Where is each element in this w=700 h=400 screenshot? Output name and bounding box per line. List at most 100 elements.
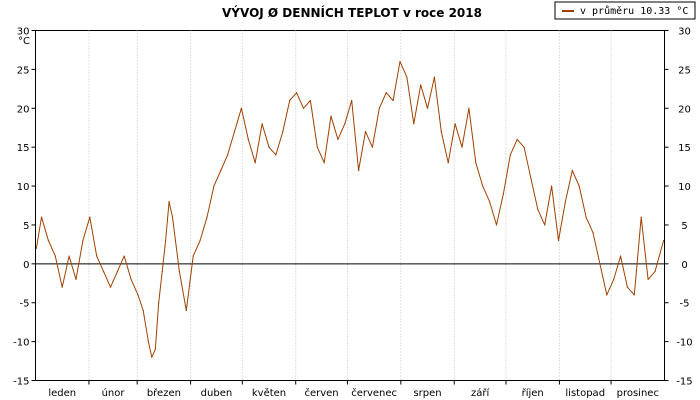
data-point	[165, 239, 167, 242]
data-point	[261, 123, 263, 125]
data-point	[96, 255, 98, 257]
data-point	[247, 138, 249, 140]
data-point	[509, 154, 511, 156]
data-point	[275, 154, 277, 156]
data-point	[178, 271, 180, 273]
series-line-0	[35, 61, 665, 358]
y-tick-label-right-8: -10	[676, 338, 692, 349]
data-point	[613, 278, 615, 280]
data-point	[35, 247, 37, 249]
x-tick-label-2: březen	[147, 387, 181, 399]
data-point	[571, 169, 573, 172]
y-tick-label-right-9: -15	[676, 377, 692, 388]
y-tick-label-left-7: -5	[20, 299, 30, 310]
data-point	[168, 201, 170, 203]
data-point	[406, 76, 408, 78]
data-point	[109, 286, 112, 288]
y-tick-label-left-0: 30	[17, 27, 30, 38]
data-point	[523, 146, 525, 148]
data-point	[619, 255, 622, 257]
data-point	[482, 185, 484, 187]
data-point	[537, 208, 539, 210]
data-point	[227, 154, 229, 156]
x-tick-label-8: září	[471, 387, 490, 399]
data-point	[233, 131, 236, 133]
plot-area	[35, 30, 665, 381]
data-point	[123, 255, 125, 257]
data-point	[116, 271, 118, 273]
data-point	[309, 99, 311, 102]
data-point	[130, 278, 132, 280]
y-axis-right: 30 25 20 15 10 5 0 -5 -10 -15	[664, 27, 693, 388]
data-point	[640, 216, 642, 218]
data-point	[54, 255, 56, 257]
y-tick-label-right-4: 10	[678, 182, 691, 193]
y-tick-label-left-5: 5	[23, 221, 29, 232]
y-tick-label-right-1: 25	[678, 65, 691, 76]
data-point	[295, 92, 298, 94]
data-point	[268, 146, 270, 148]
data-point	[399, 61, 401, 63]
data-point	[392, 99, 394, 102]
grid-layer	[88, 30, 612, 385]
data-point	[330, 115, 332, 117]
data-point	[475, 162, 477, 164]
data-point	[75, 278, 77, 280]
data-point	[626, 286, 629, 288]
x-tick-label-0: leden	[48, 388, 76, 399]
data-point	[302, 107, 305, 109]
y-tick-label-right-2: 20	[678, 104, 691, 115]
data-point	[213, 185, 215, 187]
data-point	[289, 99, 291, 102]
data-point	[516, 138, 518, 140]
data-point	[564, 201, 567, 203]
data-point	[142, 309, 144, 312]
data-point	[192, 255, 194, 257]
y-tick-label-left-6: 0	[23, 260, 29, 271]
y-tick-label-left-3: 15	[17, 143, 30, 154]
data-point	[385, 92, 387, 94]
data-point	[592, 232, 594, 234]
data-point	[495, 224, 498, 226]
data-point	[488, 201, 491, 203]
legend-box	[554, 1, 696, 20]
data-point	[599, 263, 601, 265]
data-point	[454, 123, 456, 125]
y-tick-label-right-7: -5	[680, 299, 690, 310]
legend-label: v průměru 10.33 °C	[580, 5, 688, 17]
data-point	[530, 177, 532, 179]
data-point	[68, 255, 70, 257]
data-point	[220, 169, 222, 172]
data-point	[47, 239, 50, 242]
data-point	[154, 348, 156, 350]
data-point	[440, 131, 442, 133]
y-tick-label-right-0: 30	[678, 27, 691, 38]
data-point	[447, 162, 449, 164]
data-point	[185, 309, 187, 312]
y-tick-label-left-9: -15	[13, 377, 29, 388]
legend: v průměru 10.33 °C	[554, 1, 696, 20]
x-tick-label-6: červenec	[351, 387, 397, 399]
x-tick-label-11: prosinec	[617, 388, 659, 399]
data-point	[364, 131, 367, 133]
y-unit-left: °C	[18, 36, 30, 47]
data-point	[654, 271, 656, 273]
data-point	[468, 107, 470, 109]
data-point	[351, 99, 353, 102]
data-point	[158, 302, 160, 304]
y-tick-label-right-5: 5	[681, 221, 687, 232]
data-point	[544, 224, 546, 226]
y-tick-label-right-6: 0	[681, 260, 687, 271]
data-point	[551, 185, 553, 187]
data-point	[61, 286, 63, 288]
series-layer	[35, 61, 665, 358]
data-point	[282, 131, 284, 133]
data-point	[413, 123, 415, 125]
data-point	[316, 146, 318, 148]
x-tick-label-7: srpen	[413, 388, 441, 399]
y-tick-label-left-1: 25	[17, 65, 30, 76]
data-point	[323, 162, 325, 164]
data-point	[161, 271, 163, 273]
x-tick-label-5: červen	[304, 387, 338, 399]
data-point	[102, 271, 105, 273]
